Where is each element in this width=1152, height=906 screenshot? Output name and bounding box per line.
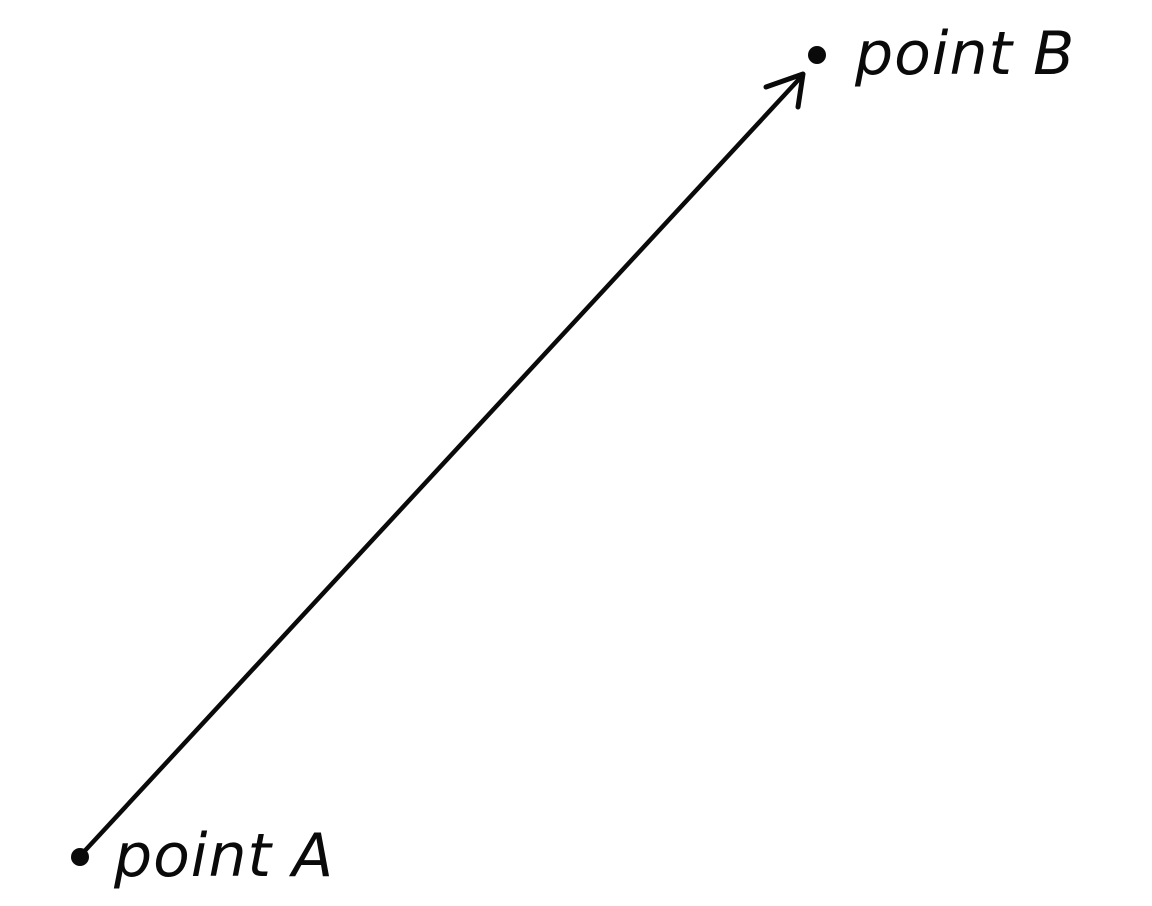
vector-line — [77, 73, 805, 859]
point-a-label: point A — [113, 821, 334, 891]
arrowhead-icon — [763, 71, 806, 110]
point-b-dot — [808, 46, 826, 64]
point-b-label: point B — [854, 19, 1075, 89]
point-a-dot — [71, 848, 89, 866]
